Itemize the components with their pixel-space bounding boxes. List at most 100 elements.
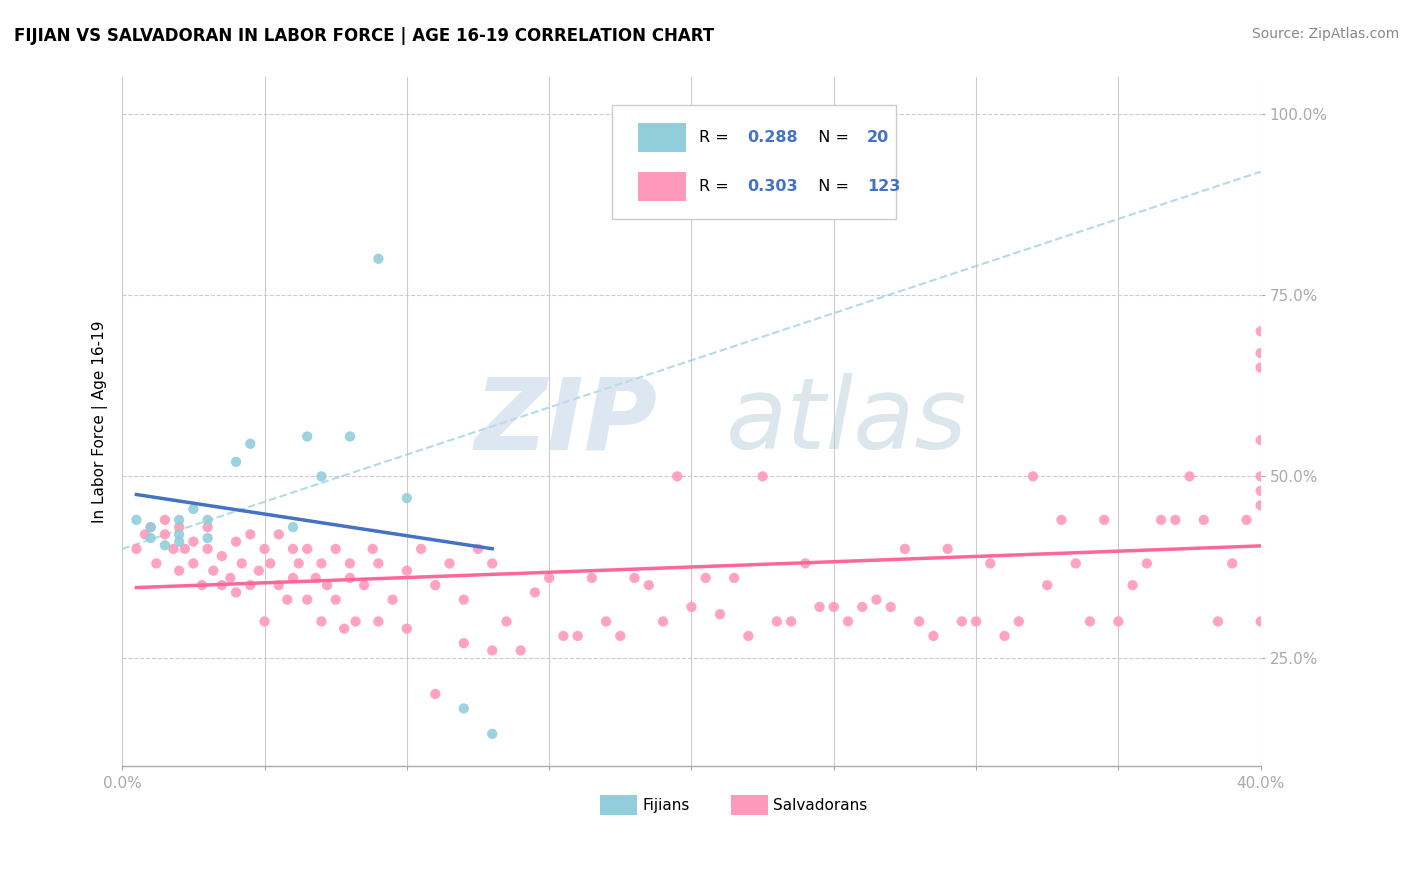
Point xyxy=(666,469,689,483)
Point xyxy=(197,541,219,556)
Point xyxy=(231,557,253,571)
Point xyxy=(950,615,973,629)
Point xyxy=(808,599,831,614)
Point xyxy=(908,615,931,629)
Point xyxy=(211,549,233,563)
Point xyxy=(381,592,404,607)
Point xyxy=(153,538,176,552)
Point xyxy=(225,585,247,599)
Point xyxy=(595,615,617,629)
Point xyxy=(1250,346,1272,360)
Point xyxy=(167,513,190,527)
Point xyxy=(297,592,319,607)
Text: Fijians: Fijians xyxy=(643,797,690,813)
Point xyxy=(267,578,290,592)
Point xyxy=(225,455,247,469)
Point xyxy=(1036,578,1059,592)
Point xyxy=(333,622,356,636)
Point xyxy=(325,592,347,607)
Point xyxy=(183,557,205,571)
Point xyxy=(1250,615,1272,629)
Point xyxy=(794,557,817,571)
Point xyxy=(1092,513,1115,527)
Point xyxy=(652,615,675,629)
Point xyxy=(253,541,276,556)
Point xyxy=(139,531,162,545)
Point xyxy=(737,629,759,643)
Point xyxy=(567,629,589,643)
Point xyxy=(1250,433,1272,447)
Point xyxy=(495,615,517,629)
Point xyxy=(339,429,361,443)
Point xyxy=(1050,513,1073,527)
Point xyxy=(637,578,659,592)
Text: 20: 20 xyxy=(866,129,889,145)
Point xyxy=(1008,615,1031,629)
Text: N =: N = xyxy=(807,129,853,145)
Point xyxy=(339,571,361,585)
Point xyxy=(1250,360,1272,375)
Point xyxy=(139,520,162,534)
Point xyxy=(339,557,361,571)
Text: Salvadorans: Salvadorans xyxy=(773,797,868,813)
Point xyxy=(153,527,176,541)
Point xyxy=(481,557,503,571)
Point xyxy=(367,557,389,571)
Text: ZIP: ZIP xyxy=(474,374,658,470)
Point xyxy=(1064,557,1087,571)
Point xyxy=(134,527,156,541)
Point xyxy=(623,571,645,585)
Point xyxy=(297,541,319,556)
Point xyxy=(353,578,375,592)
Point xyxy=(1107,615,1129,629)
Point xyxy=(395,491,418,505)
Point xyxy=(311,615,333,629)
Point xyxy=(197,520,219,534)
Point xyxy=(305,571,328,585)
Point xyxy=(979,557,1001,571)
Point xyxy=(837,615,859,629)
Point xyxy=(993,629,1015,643)
Point xyxy=(467,541,489,556)
Point xyxy=(167,564,190,578)
Point xyxy=(1136,557,1159,571)
Point xyxy=(481,727,503,741)
Point xyxy=(259,557,281,571)
Bar xyxy=(638,122,686,152)
Point xyxy=(453,701,475,715)
Point xyxy=(281,571,304,585)
Point xyxy=(225,534,247,549)
Point xyxy=(936,541,959,556)
Point xyxy=(239,436,262,450)
Point xyxy=(709,607,731,622)
Point xyxy=(1236,513,1258,527)
Point xyxy=(1250,499,1272,513)
Point xyxy=(751,469,773,483)
Point xyxy=(219,571,242,585)
Text: 0.303: 0.303 xyxy=(747,179,797,194)
Point xyxy=(316,578,339,592)
Point xyxy=(851,599,873,614)
Point xyxy=(780,615,803,629)
Point xyxy=(139,520,162,534)
Point xyxy=(766,615,789,629)
Text: atlas: atlas xyxy=(725,374,967,470)
Point xyxy=(395,564,418,578)
Point xyxy=(965,615,987,629)
Point xyxy=(167,527,190,541)
Point xyxy=(609,629,631,643)
Point xyxy=(894,541,917,556)
Point xyxy=(247,564,270,578)
Point xyxy=(865,592,887,607)
Point xyxy=(723,571,745,585)
Point xyxy=(167,520,190,534)
FancyBboxPatch shape xyxy=(612,105,897,219)
Point xyxy=(425,578,447,592)
Point xyxy=(311,557,333,571)
Text: R =: R = xyxy=(699,129,734,145)
Point xyxy=(453,636,475,650)
Y-axis label: In Labor Force | Age 16-19: In Labor Force | Age 16-19 xyxy=(93,321,108,524)
Point xyxy=(145,557,167,571)
Point xyxy=(553,629,575,643)
Point xyxy=(183,502,205,516)
